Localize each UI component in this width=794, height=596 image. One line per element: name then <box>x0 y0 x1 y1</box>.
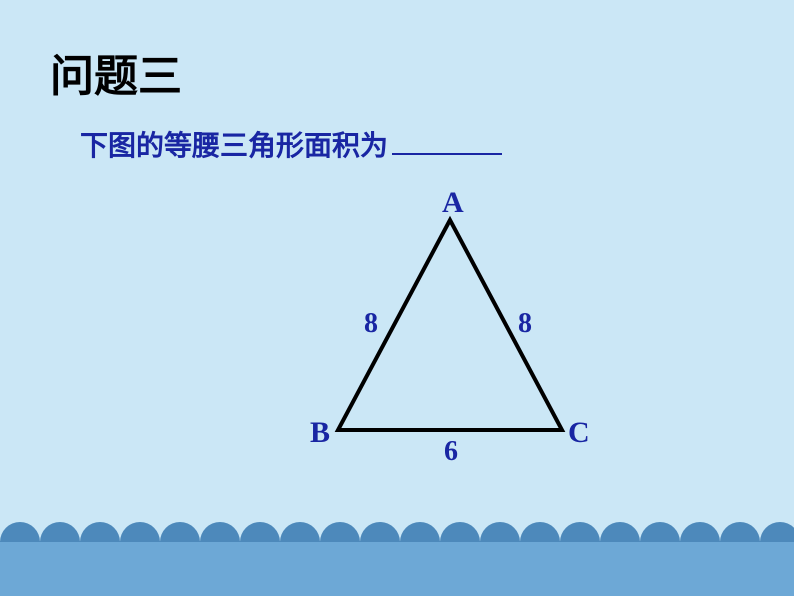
side-label-left: 8 <box>364 308 378 340</box>
side-label-base: 6 <box>444 436 458 468</box>
question-line: 下图的等腰三角形面积为 <box>80 124 744 164</box>
slide-title: 问题三 <box>50 40 744 104</box>
vertex-label-b: B <box>310 416 330 450</box>
question-text: 下图的等腰三角形面积为 <box>80 124 388 164</box>
decorative-wave-footer <box>0 506 794 596</box>
vertex-label-c: C <box>568 416 590 450</box>
side-label-right: 8 <box>518 308 532 340</box>
answer-blank <box>392 153 502 155</box>
triangle-diagram: A B C 8 8 6 <box>290 200 610 500</box>
triangle-shape <box>290 200 610 450</box>
slide-content: 问题三 下图的等腰三角形面积为 <box>0 0 794 204</box>
